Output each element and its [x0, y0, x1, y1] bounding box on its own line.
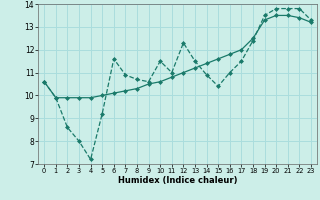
X-axis label: Humidex (Indice chaleur): Humidex (Indice chaleur) — [118, 176, 237, 185]
